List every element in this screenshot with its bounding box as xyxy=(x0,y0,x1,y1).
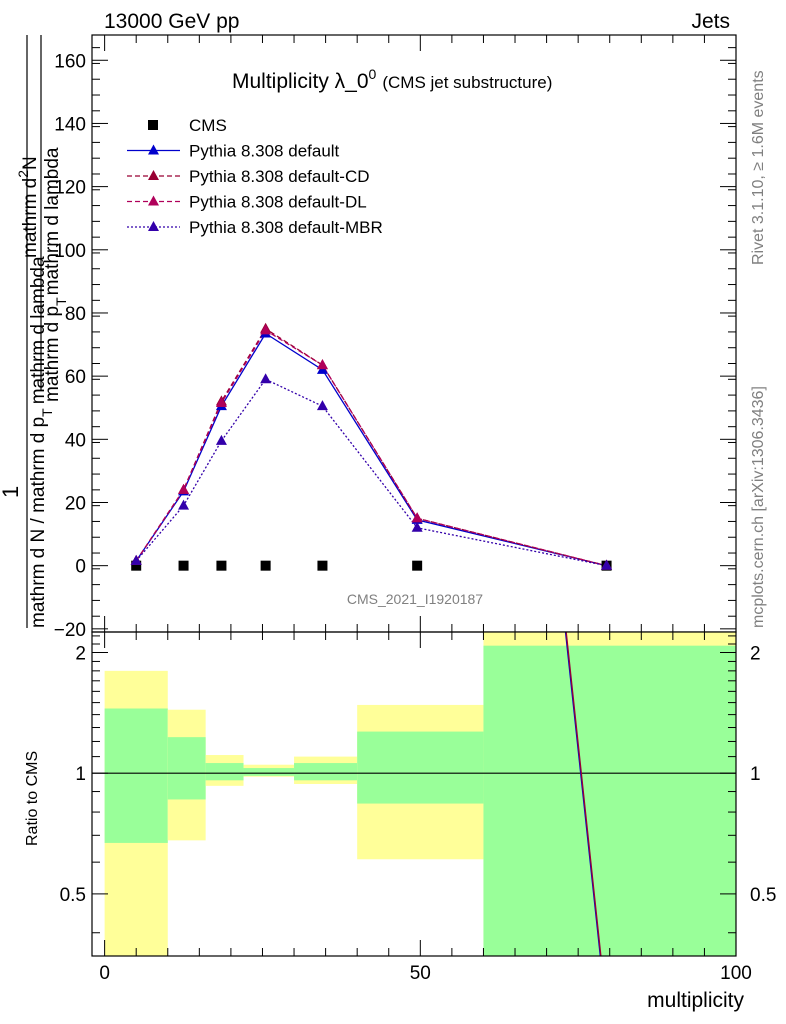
y-tick-label: 80 xyxy=(65,304,86,325)
y-label-rhs-num: mathrm d2N xyxy=(15,156,41,258)
cms-data-point xyxy=(412,560,423,571)
main-panel: CMS_2021_I1920187 −20 0 20 40 60 80 100 120 140 1… xyxy=(54,34,737,641)
main-y-axis: −20 0 20 40 60 80 100 120 140 160 xyxy=(54,35,737,641)
legend-label: Pythia 8.308 default-MBR xyxy=(189,218,383,237)
main-series-lines xyxy=(135,327,607,567)
ratio-y-label: Ratio to CMS xyxy=(24,751,41,846)
ratio-y-axis: 0.5 0.5 1 1 2 2 xyxy=(60,635,776,934)
mcplots-label: mcplots.cern.ch [arXiv:1306.3436] xyxy=(750,386,767,628)
main-y-label: 1 mathrm d N / mathrm d pTmathrm d lambd… xyxy=(0,35,69,628)
mc-data-point xyxy=(178,483,190,494)
x-axis-label: multiplicity xyxy=(647,989,744,1012)
ratio-y-tick-label-right: 0.5 xyxy=(750,885,776,906)
ratio-frame xyxy=(91,631,737,957)
y-tick-label: 20 xyxy=(65,493,86,514)
legend-entry: Pythia 8.308 default xyxy=(127,142,340,161)
ratio-band-inner xyxy=(104,708,168,843)
ratio-band-inner xyxy=(205,763,244,781)
mc-data-point xyxy=(316,400,328,411)
y-tick-label: 120 xyxy=(54,178,86,199)
chart-title: Multiplicity λ_00 (CMS jet substructure) xyxy=(232,66,552,93)
ratio-band-inner xyxy=(357,731,484,804)
x-tick-label: 50 xyxy=(410,963,431,984)
cms-data-point xyxy=(317,560,328,571)
mc-data-point xyxy=(411,521,423,532)
series-line xyxy=(135,378,607,567)
y-label-rhs-den: mathrm d pTmathrm d lambda xyxy=(42,147,69,402)
y-tick-label: 60 xyxy=(65,367,86,388)
legend-square-marker xyxy=(148,120,158,130)
cms-data-point xyxy=(131,560,142,571)
legend-triangle-marker xyxy=(148,170,159,180)
rivet-label: Rivet 3.1.10, ≥ 1.6M events xyxy=(750,70,767,265)
legend-label: Pythia 8.308 default-CD xyxy=(189,167,370,186)
legend-label: Pythia 8.308 default xyxy=(189,142,340,161)
mc-data-point xyxy=(130,554,142,565)
legend-triangle-marker xyxy=(148,144,159,155)
ratio-band-inner xyxy=(483,645,736,956)
ratio-y-tick-label: 2 xyxy=(75,644,86,665)
legend-entry: Pythia 8.308 default-MBR xyxy=(127,218,383,237)
cms-data-point xyxy=(260,560,271,571)
ratio-band-inner xyxy=(243,768,295,776)
ratio-bands xyxy=(104,632,736,956)
y-label-frac-den: mathrm d N / mathrm d pTmathrm d lambda xyxy=(28,256,55,628)
ratio-y-tick-label-right: 2 xyxy=(750,644,761,665)
y-tick-label: 0 xyxy=(75,557,86,578)
ratio-band-inner xyxy=(167,737,206,800)
mc-data-point xyxy=(411,512,423,523)
energy-label: 13000 GeV pp xyxy=(104,10,239,33)
mc-data-point xyxy=(215,396,227,407)
analysis-watermark: CMS_2021_I1920187 xyxy=(347,591,483,607)
legend: CMS Pythia 8.308 default Pythia 8.308 defa… xyxy=(127,116,383,237)
legend-entry: Pythia 8.308 default-DL xyxy=(127,193,367,212)
legend-entry: CMS xyxy=(148,116,227,135)
ratio-series-line xyxy=(565,631,602,957)
y-tick-label: 100 xyxy=(54,241,86,262)
y-tick-label: 40 xyxy=(65,430,86,451)
ratio-band-inner xyxy=(294,763,358,781)
mc-data-point xyxy=(260,324,272,335)
cms-data-point xyxy=(216,560,227,571)
ratio-panel: 0.5 0.5 1 1 2 2 0 50 100 Ratio to CMS multiplic… xyxy=(24,631,776,1012)
cms-data-point xyxy=(178,560,189,571)
legend-triangle-marker xyxy=(148,221,159,231)
y-tick-label: −20 xyxy=(54,620,86,641)
mc-data-point xyxy=(178,499,190,510)
legend-label: CMS xyxy=(189,116,227,135)
y-tick-label: 160 xyxy=(54,51,86,72)
ratio-y-tick-label-right: 1 xyxy=(750,764,761,785)
ratio-lines xyxy=(92,631,736,957)
process-label: Jets xyxy=(691,10,730,33)
mc-data-point xyxy=(601,559,613,570)
legend-entry: Pythia 8.308 default-CD xyxy=(127,167,370,186)
ratio-x-axis: 0 50 100 xyxy=(99,632,752,984)
ratio-y-tick-label: 1 xyxy=(75,764,86,785)
x-tick-label: 0 xyxy=(99,963,110,984)
y-label-frac-num: 1 xyxy=(0,486,23,498)
mc-data-point xyxy=(215,434,227,445)
ratio-y-tick-label: 0.5 xyxy=(60,885,86,906)
mc-data-point xyxy=(260,373,272,384)
x-tick-label: 100 xyxy=(720,963,752,984)
y-tick-label: 140 xyxy=(54,114,86,135)
mc-data-point xyxy=(316,359,328,370)
series-line xyxy=(135,332,607,567)
legend-triangle-marker xyxy=(148,195,159,206)
main-series-markers xyxy=(130,322,613,571)
legend-label: Pythia 8.308 default-DL xyxy=(189,193,367,212)
